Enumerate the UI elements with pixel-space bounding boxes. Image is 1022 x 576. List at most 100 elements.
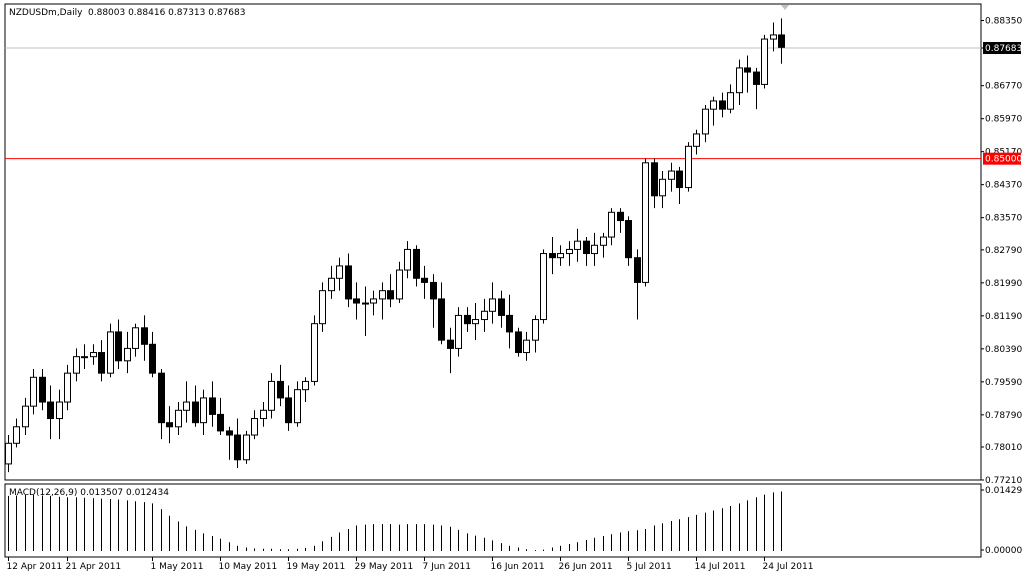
bear-candle-body: [506, 314, 513, 333]
candle: [336, 257, 343, 291]
macd-axis-top: 0.014299: [985, 486, 1022, 496]
bear-candle-body: [421, 277, 428, 283]
bull-candle-body: [642, 162, 649, 283]
bear-candle-body: [753, 71, 760, 85]
macd-label: MACD(12,26,9) 0.013507 0.012434: [9, 488, 169, 498]
bear-candle-body: [515, 331, 522, 354]
candle: [625, 216, 632, 266]
candle: [362, 286, 369, 337]
candle: [464, 307, 471, 332]
candle: [73, 348, 80, 382]
price-panel-frame: [4, 3, 982, 481]
bull-candle-body: [455, 314, 462, 349]
candle: [268, 373, 275, 419]
shift-marker-icon[interactable]: [781, 5, 789, 10]
candle: [523, 331, 530, 361]
candles-group: [5, 18, 785, 473]
bear-candle-body: [226, 430, 233, 436]
time-tick-label: 26 Jun 2011: [559, 562, 613, 572]
candle: [183, 381, 190, 423]
bear-candle-body: [719, 100, 726, 110]
level-price-label: 0.85000: [985, 155, 1022, 165]
bear-candle-body: [583, 240, 590, 255]
price-tick-label: 0.85970: [985, 115, 1022, 125]
current-price-label: 0.87683: [985, 44, 1022, 54]
candle: [166, 406, 173, 444]
candle: [583, 237, 590, 266]
level-price-box: [983, 152, 1021, 165]
bear-candle-body: [498, 298, 505, 316]
candle: [175, 402, 182, 436]
macd-histogram: [8, 491, 782, 551]
bull-candle-body: [532, 319, 539, 341]
bear-candle-body: [549, 253, 556, 259]
price-tick-label: 0.81990: [985, 279, 1022, 289]
candle: [430, 274, 437, 328]
ohlc-label: 0.88003 0.88416 0.87313 0.87683: [88, 8, 245, 18]
time-tick-label: 29 May 2011: [355, 562, 414, 572]
bull-candle-body: [396, 269, 403, 300]
bull-candle-body: [379, 290, 386, 300]
bear-candle-body: [617, 211, 624, 222]
candle: [668, 162, 675, 192]
time-tick-label: 12 Apr 2011: [7, 562, 63, 572]
candle: [64, 364, 71, 411]
candle: [549, 237, 556, 275]
candle: [617, 208, 624, 233]
bear-candle-body: [98, 352, 105, 374]
bull-candle-body: [243, 434, 250, 461]
candle: [515, 327, 522, 357]
bull-candle-body: [608, 211, 615, 238]
candle: [532, 315, 539, 353]
bull-candle-body: [319, 290, 326, 325]
bear-candle-body: [158, 372, 165, 424]
bull-candle-body: [13, 426, 20, 444]
candle: [753, 67, 760, 110]
price-tick-label: 0.77210: [985, 476, 1022, 486]
bull-candle-body: [727, 92, 734, 110]
bear-candle-body: [430, 281, 437, 300]
bear-candle-body: [413, 248, 420, 279]
bull-candle-body: [175, 409, 182, 428]
bull-candle-body: [557, 253, 564, 259]
candle: [557, 245, 564, 266]
candle: [642, 158, 649, 287]
bear-candle-body: [234, 434, 241, 461]
bull-candle-body: [30, 376, 37, 407]
current-price-box: [983, 42, 1021, 55]
candle: [736, 59, 743, 106]
bear-candle-body: [447, 339, 454, 349]
bull-candle-body: [600, 236, 607, 246]
bear-candle-body: [634, 257, 641, 283]
bear-candle-body: [217, 413, 224, 432]
bull-candle-body: [591, 244, 598, 255]
bear-candle-body: [39, 376, 46, 403]
candle: [47, 385, 54, 440]
price-tick-label: 0.78010: [985, 443, 1022, 453]
candle: [98, 340, 105, 382]
candle: [719, 92, 726, 118]
candle: [285, 385, 292, 431]
macd-panel: MACD(12,26,9) 0.013507 0.012434 0.014299…: [4, 483, 1022, 558]
price-tick-label: 0.82790: [985, 246, 1022, 256]
candle: [744, 55, 751, 93]
bear-candle-body: [115, 331, 122, 362]
candle: [277, 364, 284, 407]
bull-candle-body: [81, 356, 88, 359]
candle: [5, 435, 12, 473]
candle: [294, 381, 301, 427]
candle: [260, 402, 267, 427]
candle: [404, 241, 411, 279]
bull-candle-body: [107, 331, 114, 374]
candle: [600, 232, 607, 258]
bull-candle-body: [702, 108, 709, 135]
candle: [455, 307, 462, 357]
bull-candle-body: [370, 298, 377, 304]
time-tick-label: 5 Jul 2011: [627, 562, 672, 572]
candle: [158, 369, 165, 440]
price-tick-label: 0.78790: [985, 411, 1022, 421]
bull-candle-body: [693, 133, 700, 147]
candle: [761, 34, 768, 89]
price-tick-label: 0.81190: [985, 312, 1022, 322]
bear-candle-body: [353, 298, 360, 304]
